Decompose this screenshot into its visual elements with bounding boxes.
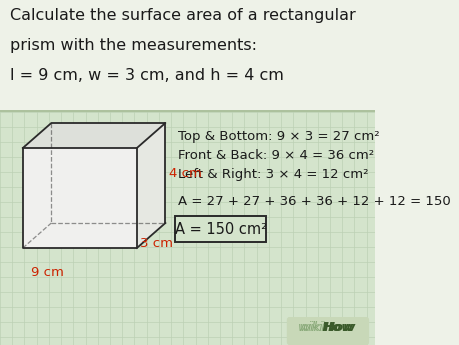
Text: 4 cm: 4 cm <box>169 167 202 179</box>
Text: Calculate the surface area of a rectangular: Calculate the surface area of a rectangu… <box>10 8 355 23</box>
Text: How: How <box>323 321 355 334</box>
Polygon shape <box>23 123 165 148</box>
Bar <box>0 112 374 345</box>
Polygon shape <box>23 148 137 248</box>
Text: wiki: wiki <box>297 321 322 334</box>
Text: l = 9 cm, w = 3 cm, and h = 4 cm: l = 9 cm, w = 3 cm, and h = 4 cm <box>10 68 283 83</box>
FancyBboxPatch shape <box>286 317 368 345</box>
Text: Left & Right: 3 × 4 = 12 cm²: Left & Right: 3 × 4 = 12 cm² <box>177 168 367 181</box>
Text: Top & Bottom: 9 × 3 = 27 cm²: Top & Bottom: 9 × 3 = 27 cm² <box>177 130 378 143</box>
Text: prism with the measurements:: prism with the measurements: <box>10 38 256 53</box>
Text: Front & Back: 9 × 4 = 36 cm²: Front & Back: 9 × 4 = 36 cm² <box>177 149 373 162</box>
Text: 3 cm: 3 cm <box>140 237 173 250</box>
Text: 9 cm: 9 cm <box>31 266 64 279</box>
Text: A = 27 + 27 + 36 + 36 + 12 + 12 = 150: A = 27 + 27 + 36 + 36 + 12 + 12 = 150 <box>177 195 449 208</box>
Text: How: How <box>321 321 353 334</box>
FancyBboxPatch shape <box>175 216 266 242</box>
Bar <box>0 0 374 112</box>
Text: wiki: wiki <box>299 321 325 334</box>
Polygon shape <box>137 123 165 248</box>
Text: A = 150 cm²: A = 150 cm² <box>174 221 266 237</box>
